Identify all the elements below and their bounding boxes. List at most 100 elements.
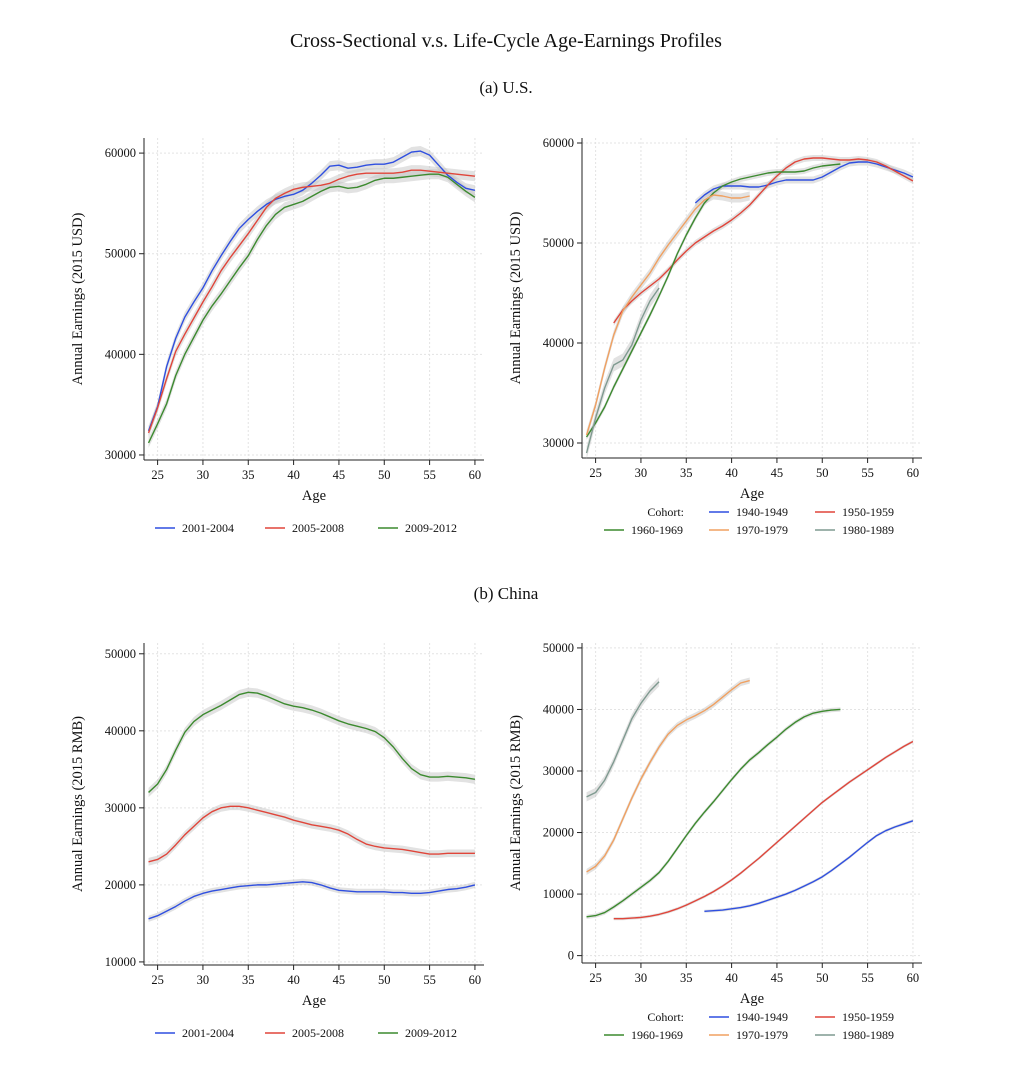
series-line-1960-1969 — [586, 708, 841, 918]
x-axis-title: Age — [302, 488, 326, 504]
y-tick-label: 60000 — [105, 146, 136, 160]
y-tick-label: 10000 — [543, 887, 574, 901]
x-tick-label: 40 — [287, 468, 300, 482]
y-tick-label: 30000 — [543, 436, 574, 450]
x-tick-label: 35 — [680, 971, 693, 985]
panel-a-title: (a) U.S. — [479, 78, 533, 97]
series-line-2009-2012 — [148, 691, 476, 793]
y-tick-label: 0 — [568, 949, 574, 963]
y-tick-label: 40000 — [105, 724, 136, 738]
y-axis-title: Annual Earnings (2015 USD) — [70, 212, 86, 385]
x-tick-label: 60 — [907, 466, 920, 480]
x-tick-label: 60 — [469, 973, 482, 987]
x-tick-label: 30 — [197, 973, 210, 987]
legend-label: 1960-1969 — [631, 523, 683, 537]
series-line-2005-2008 — [147, 169, 476, 434]
legend-label: 1960-1969 — [631, 1028, 683, 1042]
legend-label: 2001-2004 — [182, 521, 234, 535]
legend-label: 1950-1959 — [842, 505, 894, 519]
y-tick-label: 40000 — [543, 336, 574, 350]
confidence-band-2005-2008 — [148, 165, 475, 438]
y-axis-title: Annual Earnings (2015 USD) — [508, 211, 524, 384]
legend-label: 2009-2012 — [405, 1026, 457, 1040]
series-line-2001-2004 — [147, 150, 476, 432]
series-line-2001-2004 — [148, 881, 476, 920]
x-tick-label: 55 — [423, 468, 436, 482]
y-tick-label: 30000 — [105, 801, 136, 815]
x-tick-label: 45 — [333, 468, 346, 482]
legend-label: 2001-2004 — [182, 1026, 234, 1040]
legend-title: Cohort: — [647, 505, 684, 519]
chart-us-life-cycle: 25 30 35 40 45 50 55 60 30000 40000 50000 60000 Age A… — [508, 136, 922, 537]
x-tick-label: 60 — [907, 971, 920, 985]
legend-label: 1980-1989 — [842, 523, 894, 537]
x-tick-label: 50 — [816, 971, 829, 985]
confidence-band-1970-1979 — [586, 190, 750, 440]
legend-label: 1970-1979 — [736, 1028, 788, 1042]
confidence-band-1940-1949 — [695, 158, 913, 207]
x-tick-label: 55 — [861, 971, 874, 985]
x-tick-label: 25 — [151, 468, 164, 482]
legend-label: 1940-1949 — [736, 505, 788, 519]
legend-label: 1980-1989 — [842, 1028, 894, 1042]
x-tick-label: 40 — [725, 971, 738, 985]
x-tick-label: 40 — [287, 973, 300, 987]
series-line-2005-2008 — [148, 805, 475, 863]
confidence-band-1980-1989 — [586, 281, 660, 460]
legend-label: 2005-2008 — [292, 521, 344, 535]
x-tick-label: 50 — [816, 466, 829, 480]
x-tick-label: 45 — [333, 973, 346, 987]
legend-title: Cohort: — [647, 1010, 684, 1024]
x-tick-label: 55 — [861, 466, 874, 480]
confidence-band-2001-2004 — [148, 878, 475, 922]
figure-title: Cross-Sectional v.s. Life-Cycle Age-Earn… — [290, 30, 722, 52]
x-tick-label: 50 — [378, 468, 391, 482]
series-line-2009-2012 — [147, 173, 476, 444]
x-tick-label: 35 — [680, 466, 693, 480]
x-tick-label: 25 — [151, 973, 164, 987]
confidence-band-1950-1959 — [613, 155, 913, 326]
y-tick-label: 30000 — [105, 448, 136, 462]
x-tick-label: 30 — [197, 468, 210, 482]
y-tick-label: 20000 — [105, 878, 136, 892]
x-axis-title: Age — [740, 991, 764, 1007]
x-tick-label: 35 — [242, 468, 255, 482]
x-tick-label: 45 — [771, 971, 784, 985]
series-line-1980-1989 — [585, 287, 660, 454]
x-tick-label: 40 — [725, 466, 738, 480]
y-tick-label: 10000 — [105, 955, 136, 969]
confidence-band-1950-1959 — [613, 739, 913, 921]
x-tick-label: 30 — [635, 971, 648, 985]
y-axis-title: Annual Earnings (2015 RMB) — [508, 715, 524, 891]
confidence-band-2005-2008 — [148, 802, 475, 866]
x-tick-label: 30 — [635, 466, 648, 480]
confidence-band-1970-1979 — [586, 677, 750, 875]
chart-china-life-cycle: 25 30 35 40 45 50 55 60 0 10000 20000 30000 40000 500… — [508, 641, 922, 1042]
series-line-1940-1949 — [704, 820, 914, 913]
x-tick-label: 25 — [589, 971, 602, 985]
y-axis-title: Annual Earnings (2015 RMB) — [70, 716, 86, 892]
series-line-1970-1979 — [585, 194, 750, 436]
panel-b-title: (b) China — [473, 584, 539, 603]
x-tick-label: 35 — [242, 973, 255, 987]
legend-label: 2005-2008 — [292, 1026, 344, 1040]
x-axis-title: Age — [302, 993, 326, 1009]
chart-us-cross-sectional: 25 30 35 40 45 50 55 60 30000 40000 50000 60000 Age A… — [70, 138, 484, 535]
chart-china-cross-sectional: 25 30 35 40 45 50 55 60 10000 20000 30000 40000 5000… — [70, 643, 484, 1040]
y-tick-label: 50000 — [105, 647, 136, 661]
x-tick-label: 60 — [469, 468, 482, 482]
y-tick-label: 20000 — [543, 826, 574, 840]
x-tick-label: 55 — [423, 973, 436, 987]
y-tick-label: 40000 — [105, 347, 136, 361]
x-tick-label: 45 — [771, 466, 784, 480]
series-line-1980-1989 — [586, 681, 660, 798]
x-axis-title: Age — [740, 486, 764, 502]
y-tick-label: 50000 — [543, 236, 574, 250]
y-tick-label: 60000 — [543, 136, 574, 150]
series-line-1960-1969 — [585, 163, 841, 438]
series-line-1940-1949 — [694, 161, 914, 204]
x-tick-label: 25 — [589, 466, 602, 480]
series-line-1950-1959 — [613, 740, 914, 920]
series-line-1950-1959 — [613, 157, 914, 324]
confidence-band-2009-2012 — [148, 169, 475, 448]
